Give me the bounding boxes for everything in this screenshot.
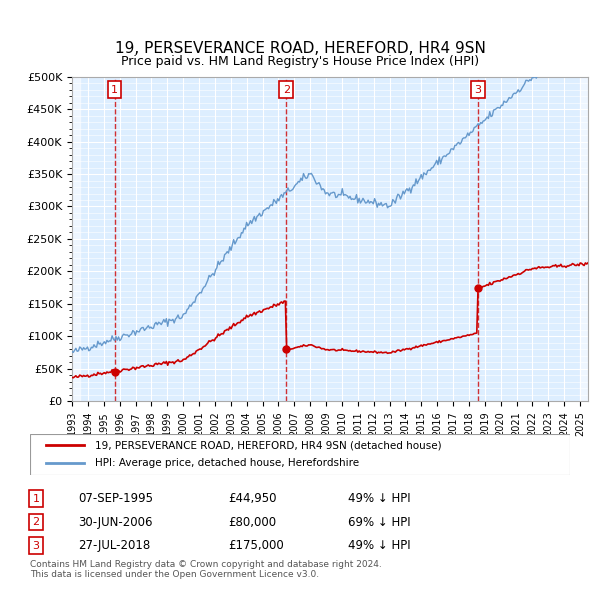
Text: Price paid vs. HM Land Registry's House Price Index (HPI): Price paid vs. HM Land Registry's House … bbox=[121, 55, 479, 68]
Text: £80,000: £80,000 bbox=[228, 516, 276, 529]
Text: 27-JUL-2018: 27-JUL-2018 bbox=[78, 539, 150, 552]
Text: 3: 3 bbox=[32, 541, 40, 550]
Text: 2: 2 bbox=[32, 517, 40, 527]
Text: 19, PERSEVERANCE ROAD, HEREFORD, HR4 9SN: 19, PERSEVERANCE ROAD, HEREFORD, HR4 9SN bbox=[115, 41, 485, 56]
Text: 3: 3 bbox=[475, 85, 481, 94]
FancyBboxPatch shape bbox=[30, 434, 570, 475]
Text: 2: 2 bbox=[283, 85, 290, 94]
Text: 1: 1 bbox=[111, 85, 118, 94]
Text: 1: 1 bbox=[32, 494, 40, 503]
Text: Contains HM Land Registry data © Crown copyright and database right 2024.
This d: Contains HM Land Registry data © Crown c… bbox=[30, 560, 382, 579]
Text: 30-JUN-2006: 30-JUN-2006 bbox=[78, 516, 152, 529]
Text: 49% ↓ HPI: 49% ↓ HPI bbox=[348, 492, 410, 505]
Text: 49% ↓ HPI: 49% ↓ HPI bbox=[348, 539, 410, 552]
Text: HPI: Average price, detached house, Herefordshire: HPI: Average price, detached house, Here… bbox=[95, 458, 359, 468]
Text: 19, PERSEVERANCE ROAD, HEREFORD, HR4 9SN (detached house): 19, PERSEVERANCE ROAD, HEREFORD, HR4 9SN… bbox=[95, 440, 442, 450]
Text: 69% ↓ HPI: 69% ↓ HPI bbox=[348, 516, 410, 529]
Text: £175,000: £175,000 bbox=[228, 539, 284, 552]
Text: £44,950: £44,950 bbox=[228, 492, 277, 505]
Text: 07-SEP-1995: 07-SEP-1995 bbox=[78, 492, 153, 505]
